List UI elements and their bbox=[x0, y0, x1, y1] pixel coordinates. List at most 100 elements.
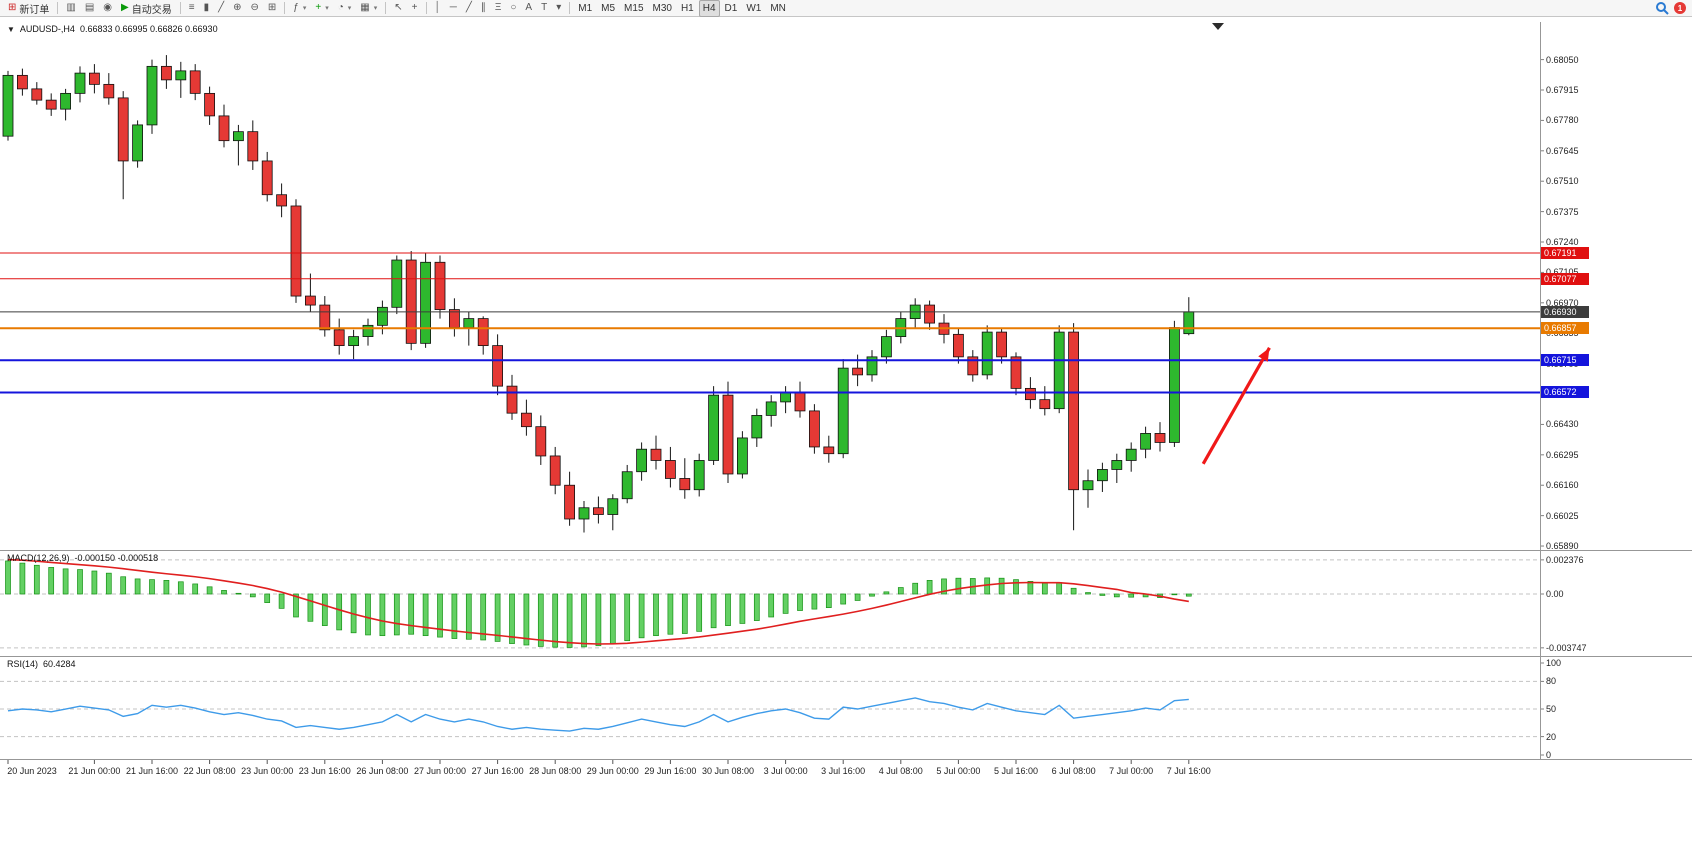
text-label-icon: T bbox=[541, 2, 548, 13]
rsi-axis-label: 80 bbox=[1546, 676, 1557, 687]
rsi-axis-label: 50 bbox=[1546, 704, 1557, 714]
shapes-tool-button[interactable]: ○ bbox=[506, 0, 520, 17]
zoom-out-button[interactable]: ⊖ bbox=[247, 0, 263, 17]
macd-histogram-bar bbox=[667, 593, 674, 635]
bull-candle bbox=[362, 324, 374, 337]
tile-windows-icon: ⊞ bbox=[267, 2, 277, 13]
time-axis-label: 6 Jul 08:00 bbox=[1051, 766, 1096, 776]
macd-histogram-bar bbox=[33, 564, 40, 595]
oneclick-collapse-icon[interactable]: ▼ bbox=[7, 24, 15, 34]
bull-candle bbox=[751, 415, 763, 439]
rsi-axis-label: 0 bbox=[1546, 750, 1552, 760]
arrows-tool-button[interactable]: ▾ bbox=[552, 0, 565, 17]
toolbar-separator bbox=[385, 2, 387, 14]
notification-badge[interactable]: 1 bbox=[1674, 2, 1686, 14]
period-button[interactable]: ◔ ▾ bbox=[334, 0, 356, 17]
timeframe-m5-button[interactable]: M5 bbox=[601, 2, 616, 14]
templates-button[interactable]: ▦ ▾ bbox=[356, 0, 381, 17]
timeframe-m1-button[interactable]: M1 bbox=[578, 2, 593, 14]
dropdown-arrow-icon: ▾ bbox=[347, 5, 352, 12]
bear-candle bbox=[953, 333, 964, 358]
timeframe-h4-button[interactable]: H4 bbox=[698, 0, 720, 17]
bull-candle bbox=[60, 92, 71, 110]
bull-candle bbox=[132, 124, 144, 162]
text-label-tool-button[interactable]: T bbox=[537, 0, 551, 17]
timeframe-mn-button[interactable]: MN bbox=[770, 2, 786, 14]
timeframe-w1-button[interactable]: W1 bbox=[746, 2, 762, 14]
bear-candle bbox=[521, 412, 532, 428]
time-axis-label: 21 Jun 16:00 bbox=[125, 766, 179, 776]
bear-candle bbox=[564, 484, 575, 520]
price-marker-0.67191: 0.67191 bbox=[1541, 247, 1589, 260]
bull-candle bbox=[74, 72, 86, 94]
time-axis-label: 27 Jun 16:00 bbox=[471, 766, 524, 776]
price-axis-label: 0.66970 bbox=[1546, 297, 1579, 308]
bear-candle bbox=[16, 74, 28, 90]
new-chart-icon: ▥ bbox=[66, 2, 76, 13]
price-marker-0.66715: 0.66715 bbox=[1541, 354, 1589, 367]
line-chart-type-button[interactable]: ╱ bbox=[214, 0, 228, 17]
macd-histogram-bar bbox=[869, 593, 875, 597]
time-axis-label: 29 Jun 00:00 bbox=[586, 766, 639, 776]
fibonacci-tool-button[interactable]: Ξ bbox=[491, 0, 506, 17]
price-axis-label: 0.66025 bbox=[1546, 510, 1579, 521]
sound-button[interactable]: ◉ bbox=[99, 0, 116, 17]
channel-tool-button[interactable]: ∥ bbox=[477, 0, 490, 17]
text-icon: A bbox=[525, 2, 533, 13]
bear-candle bbox=[290, 205, 302, 297]
bull-candle bbox=[837, 367, 849, 455]
new-chart-button[interactable]: ▥ bbox=[62, 0, 79, 17]
trendline-tool-button[interactable]: ╱ bbox=[462, 0, 476, 17]
chart-shift-marker[interactable] bbox=[1212, 23, 1224, 30]
horizontal-line-tool-button[interactable]: ─ bbox=[446, 0, 461, 17]
bear-candle bbox=[722, 394, 734, 475]
tile-windows-button[interactable]: ⊞ bbox=[264, 0, 280, 17]
macd-histogram-bar bbox=[653, 593, 659, 637]
macd-histogram-bar bbox=[509, 593, 515, 644]
vertical-line-tool-button[interactable]: │ bbox=[431, 0, 445, 17]
bull-candle bbox=[1111, 460, 1123, 470]
macd-histogram-bar bbox=[451, 593, 458, 639]
macd-histogram-bar bbox=[422, 593, 429, 637]
timeframe-m30-button[interactable]: M30 bbox=[652, 2, 672, 14]
bear-candle bbox=[405, 259, 417, 344]
search-icon[interactable] bbox=[1655, 1, 1669, 15]
trend-arrow[interactable] bbox=[1201, 347, 1271, 465]
bear-candle bbox=[665, 460, 676, 479]
time-axis-label: 3 Jul 16:00 bbox=[821, 766, 866, 776]
rsi-line bbox=[7, 697, 1189, 732]
bar-chart-type-button[interactable]: ≡ bbox=[185, 0, 199, 17]
bar-chart-icon: ≡ bbox=[188, 2, 195, 13]
macd-histogram-bar bbox=[1070, 587, 1077, 595]
timeframe-m15-button[interactable]: M15 bbox=[624, 2, 644, 14]
price-axis-label: 0.66295 bbox=[1546, 449, 1579, 460]
cursor-tool-button[interactable]: ↖ bbox=[390, 0, 406, 17]
vertical-line-icon: │ bbox=[434, 2, 441, 13]
candle-chart-type-button[interactable]: ▮ bbox=[200, 0, 214, 17]
macd-histogram-bar bbox=[307, 593, 314, 622]
bull-candle bbox=[693, 460, 705, 491]
price-marker-0.67077: 0.67077 bbox=[1541, 272, 1589, 285]
zoom-in-button[interactable]: ⊕ bbox=[229, 0, 245, 17]
timeframe-h1-button[interactable]: H1 bbox=[680, 2, 694, 14]
bear-candle bbox=[809, 410, 820, 448]
bear-candle bbox=[1068, 331, 1079, 491]
macd-histogram-bar bbox=[120, 576, 127, 595]
text-tool-button[interactable]: A bbox=[521, 0, 536, 17]
new-order-button[interactable]: ⊞ 新订单 bbox=[4, 0, 53, 17]
auto-trading-button[interactable]: ▶ 自动交易 bbox=[117, 0, 176, 17]
trend-arrow-head[interactable] bbox=[1258, 347, 1270, 362]
timeframe-d1-button[interactable]: D1 bbox=[724, 2, 738, 14]
macd-histogram-bar bbox=[393, 593, 400, 636]
time-axis-label: 23 Jun 16:00 bbox=[298, 766, 351, 776]
crosshair-tool-button[interactable]: + bbox=[408, 0, 422, 17]
time-axis-label: 26 Jun 08:00 bbox=[356, 766, 409, 776]
macd-histogram-bar bbox=[408, 593, 415, 635]
indicators-button[interactable]: ƒ ▾ bbox=[289, 0, 310, 17]
add-indicator-icon: + bbox=[315, 2, 322, 13]
bear-candle bbox=[1010, 356, 1022, 389]
add-indicator-button[interactable]: + ▾ bbox=[311, 0, 332, 17]
profiles-button[interactable]: ▤ bbox=[81, 0, 98, 17]
